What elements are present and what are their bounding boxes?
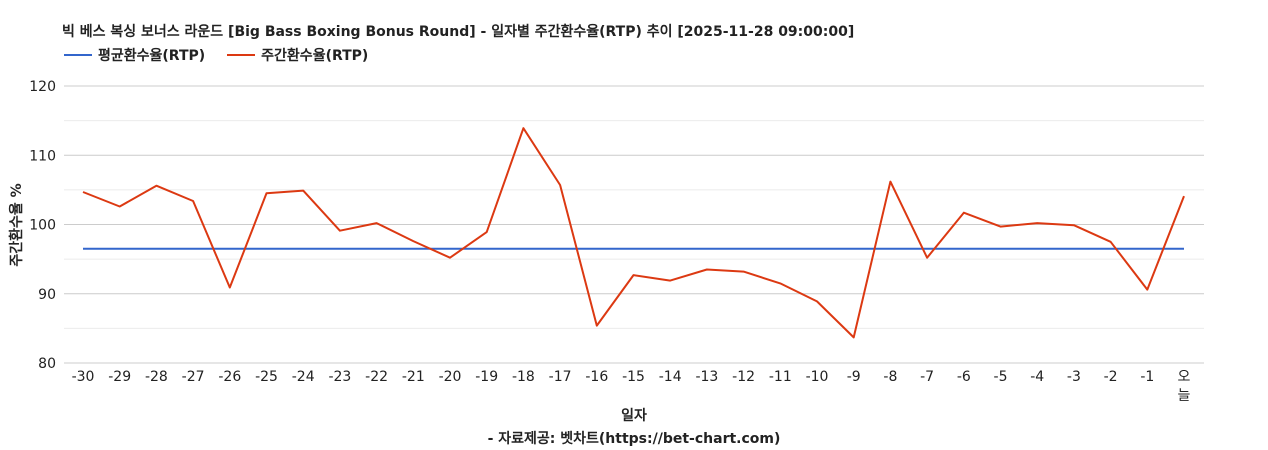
legend-label-weekly: 주간환수율(RTP) [261, 48, 369, 64]
x-tick-label: -26 [218, 369, 241, 385]
x-tick-label: -18 [512, 369, 535, 385]
x-tick-label: -3 [1067, 369, 1081, 385]
y-tick-label: 100 [29, 218, 56, 234]
x-tick-label: -24 [292, 369, 315, 385]
series-layer [82, 127, 1185, 339]
x-tick-label: -25 [255, 369, 278, 385]
legend-item-weekly[interactable]: 주간환수율(RTP) [227, 45, 368, 65]
legend-swatch-average [64, 54, 92, 56]
data-credit: - 자료제공: 벳차트(https://bet-chart.com) [487, 431, 781, 447]
x-tick-label: -21 [402, 369, 425, 385]
chart-title: 빅 베스 복싱 보너스 라운드 [Big Bass Boxing Bonus R… [62, 24, 855, 40]
series-line-weekly[interactable] [82, 127, 1185, 339]
y-tick-label: 80 [38, 356, 56, 372]
y-axis-title-text: 주간환수율 % [9, 183, 25, 267]
x-tick-label: -6 [957, 369, 971, 385]
x-tick-label: -22 [365, 369, 388, 385]
x-tick-label: -30 [72, 369, 95, 385]
x-tick-label: -20 [439, 369, 462, 385]
x-tick-label: -28 [145, 369, 168, 385]
x-tick-label: -2 [1104, 369, 1118, 385]
x-tick-label: -23 [328, 369, 351, 385]
x-tick-label: -5 [994, 369, 1008, 385]
x-tick-label: -10 [806, 369, 829, 385]
x-axis-ticks: -30 -29 -28 -27 -26 -25 -24 -23 -22 -21 -20 -19 -18-… [72, 369, 1191, 404]
x-axis-title: 일자 [621, 408, 647, 424]
legend-label-average: 평균환수율(RTP) [98, 48, 206, 64]
x-tick-label: -4 [1030, 369, 1044, 385]
y-tick-label: 90 [38, 287, 56, 303]
y-axis-ticks: 80 90 100 110 120 [29, 79, 56, 372]
x-tick-label: -9 [847, 369, 861, 385]
x-tick-label: -29 [108, 369, 131, 385]
x-tick-label: -15 [622, 369, 645, 385]
x-tick-label: -11 [769, 369, 792, 385]
y-tick-label: 120 [29, 79, 56, 95]
legend-swatch-weekly [227, 54, 256, 56]
x-tick-label: -27 [182, 369, 205, 385]
x-tick-label: -13 [695, 369, 718, 385]
y-axis-title: 주간환수율 % [6, 183, 26, 266]
x-tick-label: -19 [475, 369, 498, 385]
y-tick-label: 110 [29, 148, 56, 164]
x-tick-label: -1 [1140, 369, 1154, 385]
x-tick-label: -16 [585, 369, 608, 385]
legend: 평균환수율(RTP) 주간환수율(RTP) [64, 45, 390, 65]
x-tick-label: -12 [732, 369, 755, 385]
x-tick-label: -8 [883, 369, 897, 385]
legend-item-average[interactable]: 평균환수율(RTP) [64, 45, 205, 65]
x-tick-label: -17 [549, 369, 572, 385]
x-tick-label: -7 [920, 369, 934, 385]
x-tick-label: -14 [659, 369, 682, 385]
